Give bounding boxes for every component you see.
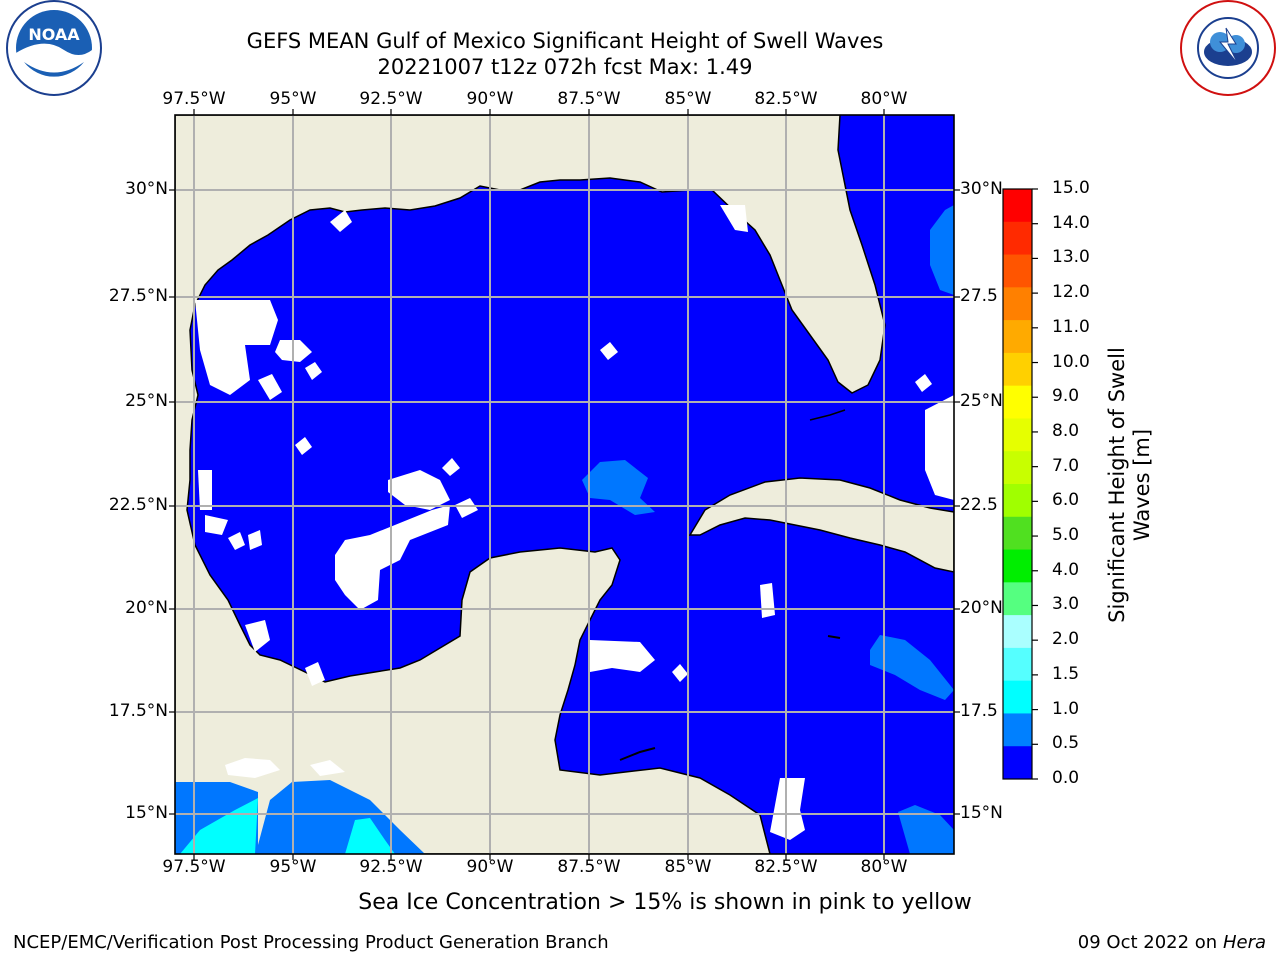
- land-cuba: [688, 477, 954, 573]
- lon-tick-label-top: 92.5°W: [359, 89, 423, 109]
- lat-tick-label-right: 25°N: [960, 391, 1003, 411]
- colorbar-tick-label: 3.0: [1052, 594, 1080, 615]
- colorbar-tick-label: 8.0: [1052, 420, 1080, 441]
- lat-tick-label-left: 30°N: [125, 179, 168, 199]
- lon-tick-label-top: 87.5°W: [557, 89, 621, 109]
- swell-patch-caribbean: [870, 635, 954, 700]
- lon-tick-label-top: 97.5°W: [162, 89, 226, 109]
- footer-host: Hera: [1222, 932, 1266, 953]
- colorbar-tick-label: 9.0: [1052, 386, 1080, 407]
- colorbar-tick-label: 4.0: [1052, 559, 1080, 580]
- colorbar-tick-label: 2.0: [1052, 629, 1080, 650]
- lat-tick-label-right: 22.5: [960, 495, 998, 515]
- colorbar-tick-label: 5.0: [1052, 525, 1080, 546]
- colorbar-tick-label: 11.0: [1052, 316, 1090, 337]
- lon-tick-label-bottom: 87.5°W: [557, 857, 621, 877]
- colorbar-tick-label: 1.5: [1052, 663, 1080, 684]
- colorbar-tick-label: 14.0: [1052, 212, 1090, 233]
- lon-tick-label-bottom: 85°W: [664, 857, 712, 877]
- lat-tick-label-right: 17.5: [960, 701, 998, 721]
- map-frame: [174, 114, 955, 855]
- footer-date: 09 Oct 2022 on: [1077, 932, 1223, 953]
- lon-tick-label-top: 95°W: [269, 89, 317, 109]
- colorbar-tick-label: 6.0: [1052, 490, 1080, 511]
- lat-tick-label-left: 25°N: [125, 391, 168, 411]
- lat-tick-label-left: 20°N: [125, 598, 168, 618]
- graticule: [175, 115, 954, 854]
- colorbar-tick-label: 10.0: [1052, 351, 1090, 372]
- swell-pacific-high: [180, 798, 258, 854]
- lon-tick-label-top: 90°W: [466, 89, 514, 109]
- footer-left: NCEP/EMC/Verification Post Processing Pr…: [13, 932, 609, 953]
- lat-tick-label-right: 30°N: [960, 179, 1003, 199]
- swell-patch-caribbean-se: [898, 805, 954, 854]
- colorbar-tick-label: 13.0: [1052, 247, 1090, 268]
- lon-tick-label-bottom: 92.5°W: [359, 857, 423, 877]
- colorbar-tick-label: 0.0: [1052, 768, 1080, 788]
- chart-subtitle: 20221007 t12z 072h fcst Max: 1.49: [377, 55, 753, 79]
- lat-tick-label-left: 17.5°N: [108, 701, 168, 721]
- lon-tick-label-top: 80°W: [860, 89, 908, 109]
- lon-tick-label-top: 85°W: [664, 89, 712, 109]
- colorbar-label: Significant Height of Swell Waves [m]: [1105, 347, 1154, 623]
- swell-patch-atlantic: [930, 205, 954, 295]
- lon-tick-label-bottom: 82.5°W: [754, 857, 818, 877]
- lon-tick-label-bottom: 95°W: [269, 857, 317, 877]
- colorbar-tick-label: 0.5: [1052, 733, 1080, 754]
- chart-title: GEFS MEAN Gulf of Mexico Significant Hei…: [246, 29, 884, 53]
- swell-pacific-high-2: [345, 818, 395, 854]
- swell-patch-gulf: [582, 460, 655, 515]
- lat-tick-label-left: 27.5°N: [108, 286, 168, 306]
- lon-tick-label-bottom: 97.5°W: [162, 857, 226, 877]
- footer-right: 09 Oct 2022 on Hera: [1078, 932, 1266, 953]
- lon-tick-label-bottom: 90°W: [466, 857, 514, 877]
- lat-tick-label-right: 20°N: [960, 598, 1003, 618]
- lon-tick-label-bottom: 80°W: [860, 857, 908, 877]
- lat-tick-label-left: 15°N: [125, 803, 168, 823]
- colorbar-tick-label: 7.0: [1052, 455, 1080, 476]
- nodata-patches: [195, 205, 954, 840]
- lon-tick-label-top: 82.5°W: [754, 89, 818, 109]
- colorbar-tick-label: 15.0: [1052, 178, 1090, 198]
- lat-tick-label-right: 27.5: [960, 286, 998, 306]
- colorbar-tick-label: 12.0: [1052, 282, 1090, 303]
- lat-tick-label-left: 22.5°N: [108, 495, 168, 515]
- colorbar-tick-label: 1.0: [1052, 698, 1080, 719]
- lat-tick-label-right: 15°N: [960, 803, 1003, 823]
- sea-ice-caption: Sea Ice Concentration > 15% is shown in …: [358, 890, 972, 915]
- land-us: [175, 115, 886, 854]
